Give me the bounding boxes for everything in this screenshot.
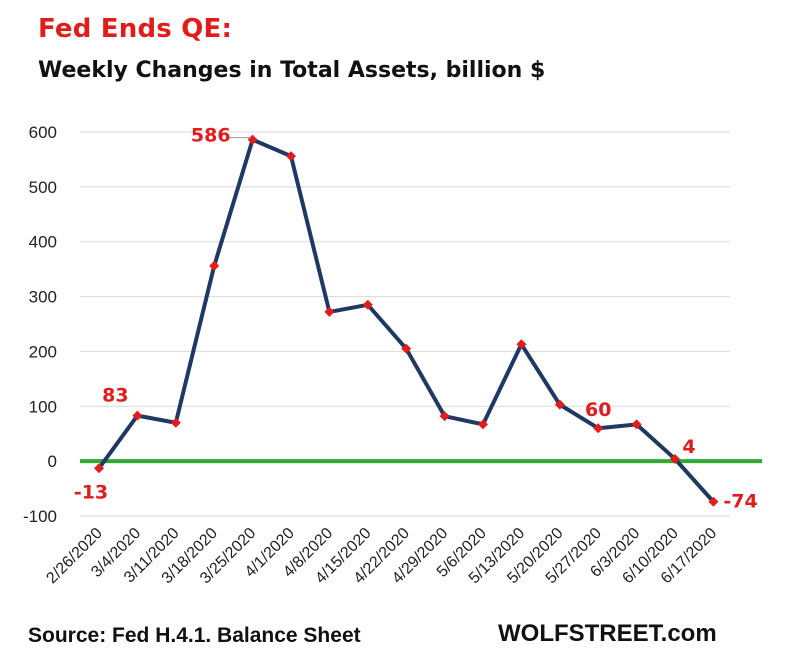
data-point [401,343,412,354]
data-label: -74 [723,491,757,513]
y-tick-label: 200 [29,342,57,361]
data-label: 586 [191,125,231,147]
data-label: 60 [585,399,611,421]
y-tick-label: 100 [29,397,57,416]
y-tick-label: 500 [29,178,57,197]
data-point [170,417,181,428]
data-label: 83 [102,385,128,407]
y-tick-label: 600 [29,123,57,142]
data-point [631,419,642,430]
y-tick-label: -100 [23,507,57,526]
source-note: Source: Fed H.4.1. Balance Sheet [28,624,361,647]
chart-title: Fed Ends QE: [38,14,233,44]
data-point [324,306,335,317]
data-point [209,260,220,271]
data-label: -13 [74,481,108,503]
data-point [439,411,450,422]
data-point [94,463,104,474]
y-tick-label: 0 [48,452,57,471]
data-point [670,453,680,464]
chart-subtitle: Weekly Changes in Total Assets, billion … [38,58,546,83]
data-point [554,399,565,410]
series-line [97,137,715,504]
y-tick-label: 400 [29,233,57,252]
data-point [593,423,604,434]
data-point [362,299,373,310]
data-point [708,496,719,507]
brand-logo-text: WOLFSTREET.com [498,620,717,647]
data-point [516,339,527,350]
data-point [132,410,143,421]
data-label: 4 [682,436,695,458]
data-point [286,151,296,162]
y-tick-label: 300 [29,288,57,307]
data-point [478,419,488,430]
